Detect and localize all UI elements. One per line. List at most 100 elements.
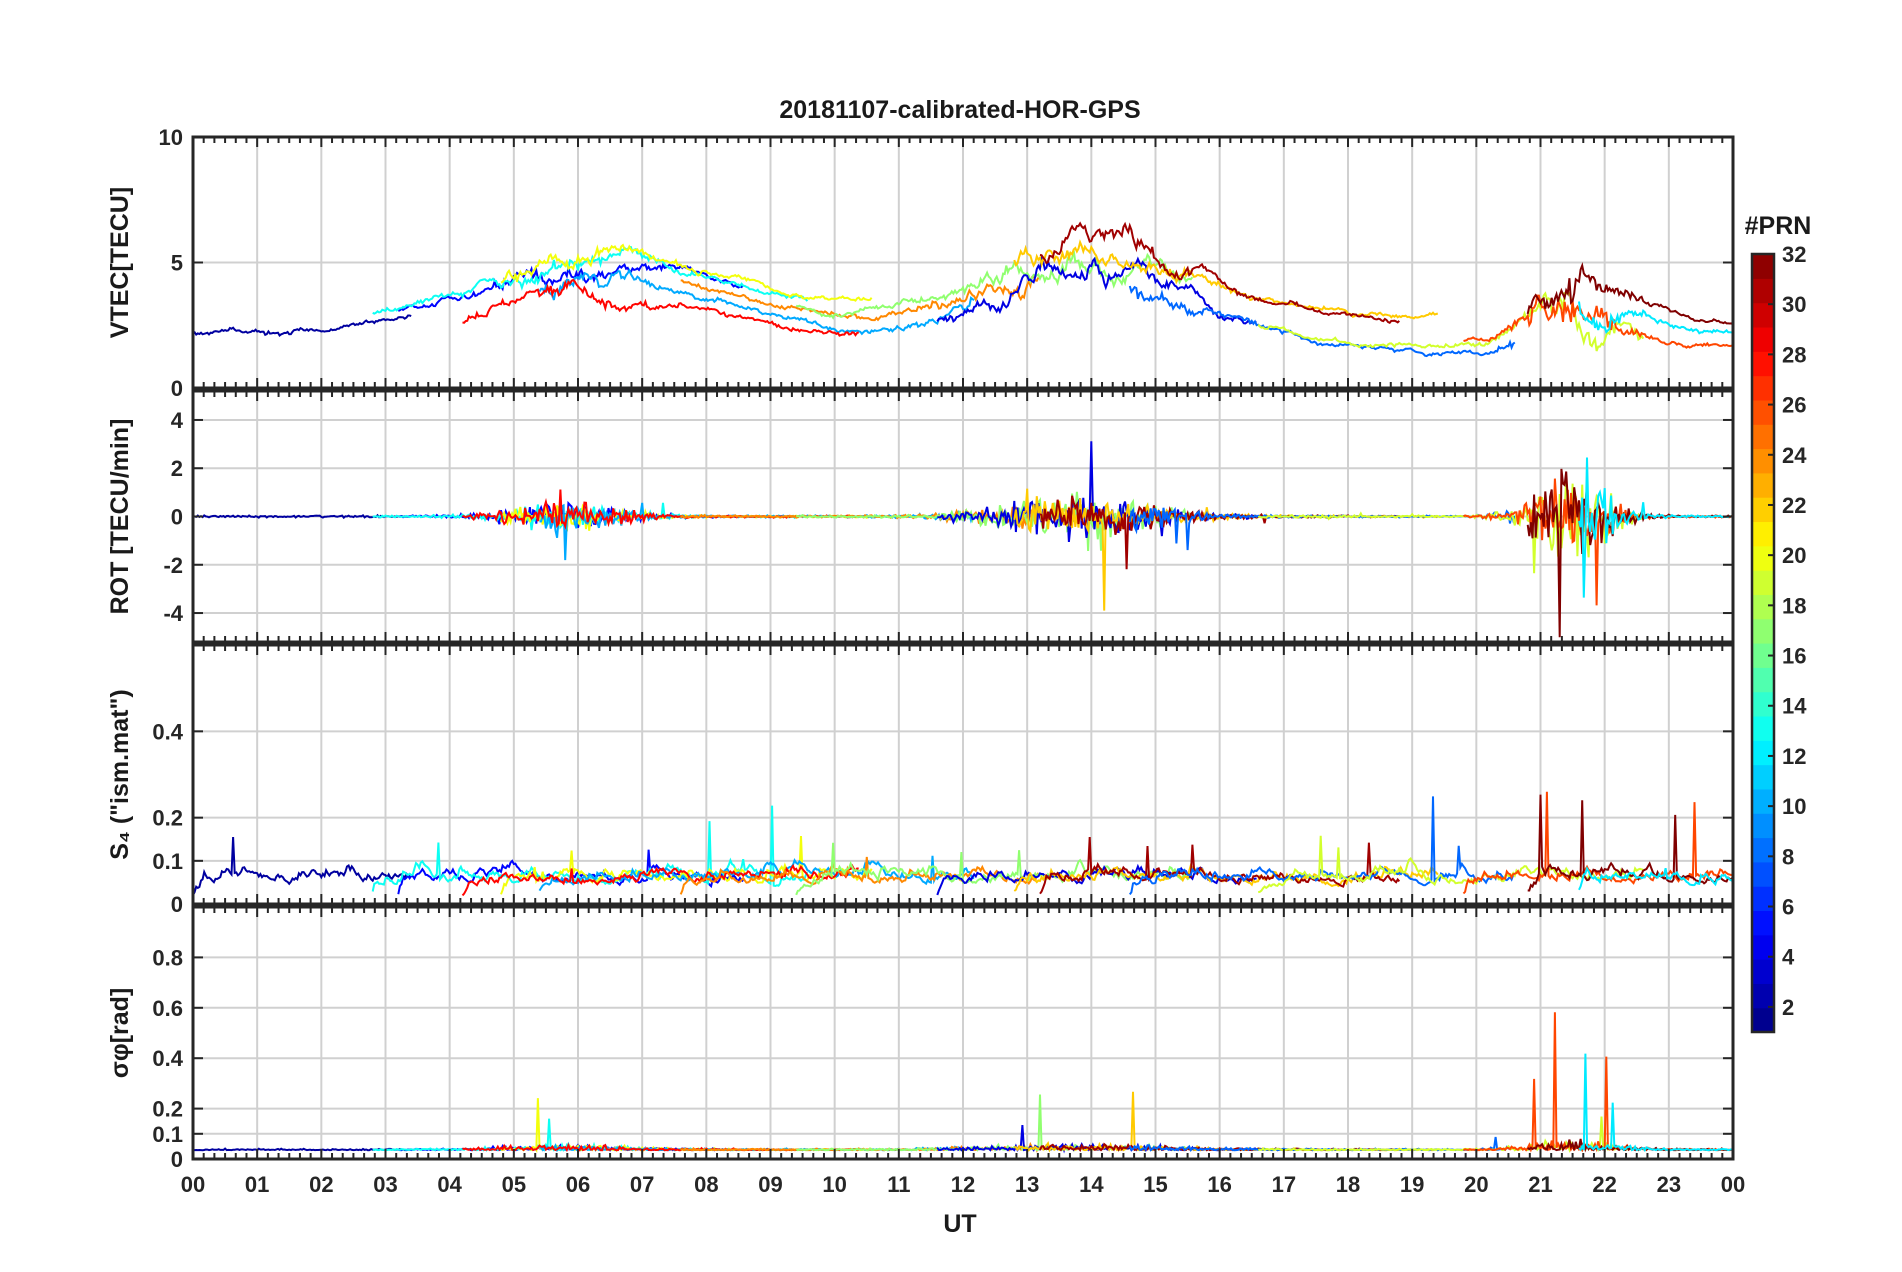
series-prn-28	[462, 278, 860, 337]
x-axis-label: UT	[943, 1210, 976, 1238]
colorbar-band	[1752, 375, 1774, 401]
colorbar-title: #PRN	[1745, 212, 1812, 240]
colorbar-band	[1752, 764, 1774, 790]
colorbar-band	[1752, 326, 1774, 352]
colorbar-band	[1752, 594, 1774, 620]
x-tick-label: 21	[1528, 1172, 1552, 1197]
x-tick-label: 20	[1464, 1172, 1488, 1197]
x-tick-label: 19	[1400, 1172, 1424, 1197]
colorbar-tick-label: 6	[1782, 895, 1794, 920]
series-prn-22	[1013, 239, 1439, 320]
y-axis-label-rot: ROT [TECU/min]	[106, 419, 134, 615]
colorbar-tick-label: 4	[1782, 945, 1795, 970]
x-tick-label: 17	[1272, 1172, 1296, 1197]
colorbar-tick-label: 14	[1782, 694, 1807, 719]
colorbar-tick-label: 10	[1782, 794, 1806, 819]
y-axis-label-sigma: σφ[rad]	[106, 988, 134, 1079]
colorbar-band	[1752, 983, 1774, 1009]
series-prn-19	[1257, 291, 1645, 352]
series-prn-12	[1578, 457, 1733, 598]
colorbar-band	[1752, 278, 1774, 304]
y-tick-label: -4	[163, 601, 183, 626]
x-tick-label: 09	[758, 1172, 782, 1197]
y-tick-label: 0.4	[152, 1046, 183, 1071]
series-prn-19	[1258, 478, 1644, 574]
series-prn-12	[1578, 301, 1733, 335]
colorbar-band	[1752, 351, 1774, 377]
colorbar-tick-label: 26	[1782, 393, 1806, 418]
series-prn-2	[193, 314, 412, 337]
series-prn-12	[1578, 866, 1733, 891]
y-tick-label: 0.6	[152, 996, 183, 1021]
x-tick-label: 11	[887, 1172, 910, 1197]
chart-title: 20181107-calibrated-HOR-GPS	[779, 96, 1140, 124]
y-tick-label: 0	[171, 376, 183, 401]
panel-s4: 0 0.1 0.2 0.4 S₄ ("ism.mat")	[106, 643, 1735, 917]
x-tick-label: 03	[373, 1172, 397, 1197]
x-tick-label: 23	[1657, 1172, 1681, 1197]
colorbar-band	[1752, 886, 1774, 912]
y-tick-label: 0.2	[152, 1097, 183, 1122]
series-prn-24	[679, 856, 1040, 895]
colorbar-tick-label: 28	[1782, 342, 1806, 367]
x-tick-label: 00	[1721, 1172, 1745, 1197]
colorbar-band	[1752, 545, 1774, 571]
colorbar-band	[1752, 837, 1774, 863]
panel-rot: -4 -2 0 2 4 ROT [TECU/min]	[106, 389, 1735, 644]
colorbar-band	[1752, 691, 1774, 717]
panel-vtec: 0 5 10 VTEC[TECU]	[106, 125, 1735, 401]
x-tick-label: 05	[502, 1172, 526, 1197]
colorbar-tick-label: 22	[1782, 493, 1806, 518]
y-tick-label: 0.2	[152, 806, 183, 831]
x-tick-label: 13	[1015, 1172, 1039, 1197]
series-prn-2	[193, 837, 412, 896]
x-tick-label: 08	[694, 1172, 718, 1197]
series-group	[193, 441, 1733, 638]
x-tick-label: 15	[1143, 1172, 1167, 1197]
x-tick-label: 16	[1207, 1172, 1231, 1197]
colorbar-band	[1752, 497, 1774, 523]
colorbar-tick-label: 30	[1782, 292, 1806, 317]
colorbar-band	[1752, 667, 1774, 693]
series-prn-4	[936, 255, 1257, 325]
y-tick-label: 0	[171, 1147, 183, 1172]
colorbar-band	[1752, 788, 1774, 814]
y-tick-label: 0	[171, 892, 183, 917]
series-prn-28	[461, 863, 859, 897]
y-tick-label: 0.1	[152, 849, 183, 874]
series-prn-17	[795, 250, 1194, 320]
x-tick-label: 10	[822, 1172, 846, 1197]
x-tick-label: 00	[181, 1172, 205, 1197]
x-tick-labels: 00 01 02 03 04 05 06 07 08 09 10 11 12 13 14 15 16 17 18 19…	[181, 1172, 1745, 1197]
y-axis-label-s4: S₄ ("ism.mat")	[106, 689, 134, 859]
y-tick-label: 0	[171, 505, 183, 530]
y-tick-label: 0.1	[152, 1122, 183, 1147]
series-prn-32	[1526, 261, 1733, 326]
colorbar-band	[1752, 448, 1774, 474]
series-prn-26	[1463, 294, 1733, 349]
series-prn-20	[500, 836, 873, 895]
colorbar-band	[1752, 472, 1774, 498]
series-prn-10	[538, 268, 975, 336]
series-group	[193, 221, 1733, 358]
x-tick-label: 22	[1592, 1172, 1616, 1197]
colorbar-tick-label: 16	[1782, 644, 1806, 669]
x-tick-label: 18	[1336, 1172, 1360, 1197]
series-prn-17	[796, 491, 1194, 552]
colorbar-band	[1752, 570, 1774, 595]
colorbar-band	[1752, 399, 1774, 425]
colorbar-band	[1752, 740, 1774, 766]
series-prn-8	[1128, 285, 1516, 358]
colorbar-tick-label: 20	[1782, 543, 1806, 568]
series-prn-24	[680, 274, 1040, 322]
y-tick-label: 2	[171, 456, 183, 481]
y-tick-label: 5	[171, 251, 183, 276]
x-tick-label: 12	[951, 1172, 975, 1197]
x-tick-label: 07	[630, 1172, 654, 1197]
colorbar-band	[1752, 959, 1774, 984]
colorbar-frame	[1750, 252, 1776, 1034]
x-tick-label: 06	[566, 1172, 590, 1197]
